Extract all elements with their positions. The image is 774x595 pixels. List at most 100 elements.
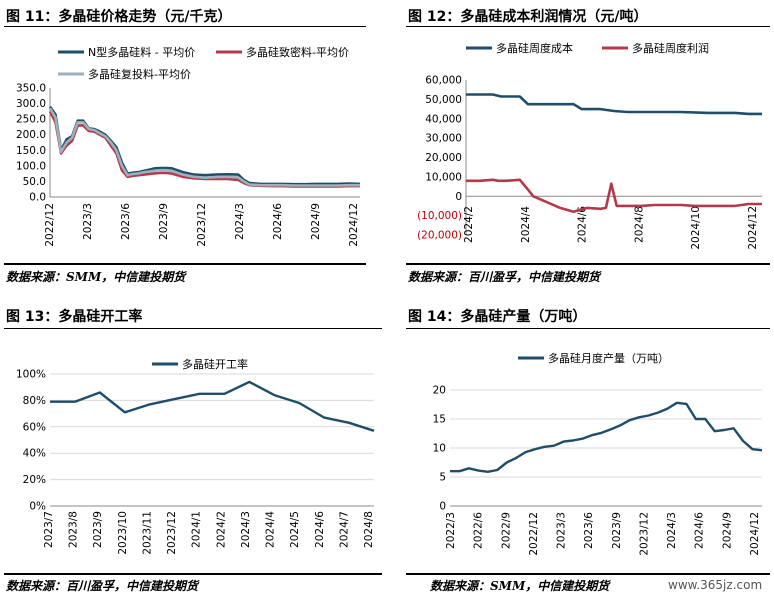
fig13-ytick-label: 60% — [23, 421, 46, 433]
fig13-xtick-label: 2023/11 — [141, 511, 153, 555]
fig11-ytick-label: 100.0 — [16, 160, 46, 172]
fig11-series-line-1 — [48, 105, 361, 186]
fig12-series-line-1 — [466, 93, 762, 116]
fig14-xtick-label: 2024/9 — [721, 512, 733, 549]
fig11-xtick-label: 2023/9 — [158, 203, 170, 240]
fig14-chart: 0 5 10 15 20 2022/3 2022/6 2022/9 2022/12 2023/3 2… — [433, 351, 763, 556]
fig11-ytick-label: 250.0 — [16, 114, 46, 126]
fig12-ytick-label: 40,000 — [425, 113, 462, 125]
fig14-xtick-label: 2023/6 — [583, 512, 595, 549]
fig13-ytick-label: 20% — [23, 474, 46, 486]
fig11-legend-label: 多晶硅复投料-平均价 — [88, 67, 191, 81]
fig11-series-line-3 — [48, 107, 360, 187]
fig12-ytick-label: 50,000 — [425, 94, 462, 106]
fig11-xtick-label: 2024/6 — [272, 203, 284, 240]
fig11-xtick-label: 2024/12 — [348, 203, 360, 247]
fig14-ytick-label: 10 — [433, 443, 446, 455]
fig14-xtick-label: 2024/12 — [749, 512, 761, 556]
fig12-source: 数据来源：百川盈孚，中信建投期货 — [408, 270, 601, 284]
fig12-ytick-label: 60,000 — [425, 75, 462, 87]
fig13-ytick-label: 40% — [23, 448, 46, 460]
fig11-ytick-label: 350.0 — [16, 83, 46, 95]
fig13-ytick-label: 0% — [29, 501, 46, 513]
fig12-xtick-label: 2024/4 — [520, 206, 532, 243]
fig11-ytick-label: 50.0 — [23, 176, 46, 188]
fig14-xtick-label: 2023/9 — [611, 512, 623, 549]
fig14-xtick-label: 2024/6 — [694, 512, 706, 549]
fig12-xtick-label: 2024/2 — [463, 206, 475, 243]
fig13-xtick-label: 2024/2 — [215, 511, 227, 548]
fig13-source: 数据来源：百川盈孚，中信建投期货 — [6, 579, 199, 593]
fig11-top-rule — [4, 26, 366, 27]
fig12-ytick-label: (10,000) — [417, 210, 462, 222]
fig12-series-line-2 — [466, 178, 762, 214]
fig12-xtick-label: 2024/10 — [690, 206, 702, 250]
fig12-bottom-rule — [406, 263, 770, 265]
fig11-chart: 0.0 50.0 100.0 150.0 200.0 250.0 300.0 350.0 202… — [16, 45, 361, 247]
fig14-xtick-label: 2022/3 — [445, 512, 457, 549]
fig13-xtick-label: 2024/8 — [363, 511, 375, 548]
fig12-ytick-label: 0 — [455, 191, 462, 203]
fig14-xtick-label: 2022/12 — [528, 512, 540, 556]
fig11-ytick-label: 0.0 — [29, 192, 46, 204]
fig13-top-rule — [4, 328, 382, 329]
fig12-chart: (20,000) (10,000) 0 10,000 20,000 30,000 40,00… — [417, 41, 762, 250]
fig14-xtick-label: 2023/3 — [556, 512, 568, 549]
fig13-xtick-label: 2024/6 — [314, 511, 326, 548]
fig13-series-line-1 — [50, 380, 375, 432]
fig14-bottom-rule — [406, 573, 770, 575]
fig13-xtick-label: 2023/10 — [117, 511, 129, 555]
fig13-xtick-label: 2023/12 — [166, 511, 178, 555]
fig11-legend-label: N型多晶硅料 - 平均价 — [88, 45, 195, 59]
fig13-xtick-label: 2024/4 — [265, 511, 277, 548]
fig14-title: 图 14：多晶硅产量（万吨） — [408, 309, 587, 325]
fig14-xtick-label: 2023/12 — [638, 512, 650, 556]
fig13-ytick-label: 100% — [16, 369, 46, 381]
fig11-xtick-label: 2023/12 — [196, 203, 208, 247]
fig14-legend-label: 多晶硅月度产量（万吨） — [548, 351, 669, 365]
fig14-series-line-1 — [450, 401, 763, 474]
fig12-ytick-label: 20,000 — [425, 152, 462, 164]
fig12-xtick-label: 2024/8 — [633, 206, 645, 243]
fig14-ytick-label: 5 — [439, 472, 446, 484]
fig11-title: 图 11：多晶硅价格走势（元/千克） — [6, 9, 232, 25]
fig13-xtick-label: 2023/9 — [92, 511, 104, 548]
fig12-legend-label: 多晶硅周度利润 — [632, 41, 709, 55]
watermark: www.365jz.com — [668, 578, 763, 592]
fig14-xtick-label: 2024/3 — [666, 512, 678, 549]
fig12-xtick-label: 2024/6 — [577, 206, 589, 243]
fig12-top-rule — [406, 26, 770, 27]
fig11-bottom-rule — [4, 263, 366, 265]
fig13-xtick-label: 2024/1 — [191, 511, 203, 548]
fig13-bottom-rule — [4, 573, 382, 575]
fig13-xtick-label: 2024/3 — [240, 511, 252, 548]
fig14-source: 数据来源：SMM，中信建投期货 — [430, 579, 610, 593]
fig12-ytick-label: (20,000) — [417, 230, 462, 242]
fig12-title: 图 12：多晶硅成本利润情况（元/吨） — [408, 9, 648, 25]
fig11-ytick-label: 300.0 — [16, 98, 46, 110]
fig11-xtick-label: 2024/9 — [310, 203, 322, 240]
fig14-xtick-label: 2022/9 — [500, 512, 512, 549]
fig12-xtick-label: 2024/12 — [747, 206, 759, 250]
fig14-ytick-label: 0 — [439, 501, 446, 513]
fig13-legend-label: 多晶硅开工率 — [182, 357, 248, 371]
fig11-xtick-label: 2023/3 — [82, 203, 94, 240]
fig13-title: 图 13：多晶硅开工率 — [6, 309, 143, 325]
fig12-ytick-label: 10,000 — [425, 171, 462, 183]
fig11-xtick-label: 2024/3 — [234, 203, 246, 240]
fig13-chart: 0% 20% 40% 60% 80% 100% 2023/7 2023/8 2023/9 2023… — [16, 357, 375, 555]
fig11-legend-label: 多晶硅致密料-平均价 — [246, 45, 349, 59]
fig11-ytick-label: 200.0 — [16, 129, 46, 141]
fig11-source: 数据来源：SMM，中信建投期货 — [6, 270, 186, 284]
fig13-ytick-label: 80% — [23, 395, 46, 407]
fig13-xtick-label: 2024/7 — [338, 511, 350, 548]
fig11-xtick-label: 2022/12 — [44, 203, 56, 247]
fig12-ytick-label: 30,000 — [425, 133, 462, 145]
fig11-xtick-label: 2023/6 — [120, 203, 132, 240]
fig12-legend-label: 多晶硅周度成本 — [496, 41, 573, 55]
fig14-ytick-label: 20 — [433, 385, 446, 397]
fig13-xtick-label: 2023/7 — [43, 511, 55, 548]
fig14-xtick-label: 2022/6 — [473, 512, 485, 549]
fig13-xtick-label: 2024/5 — [289, 511, 301, 548]
fig11-ytick-label: 150.0 — [16, 145, 46, 157]
